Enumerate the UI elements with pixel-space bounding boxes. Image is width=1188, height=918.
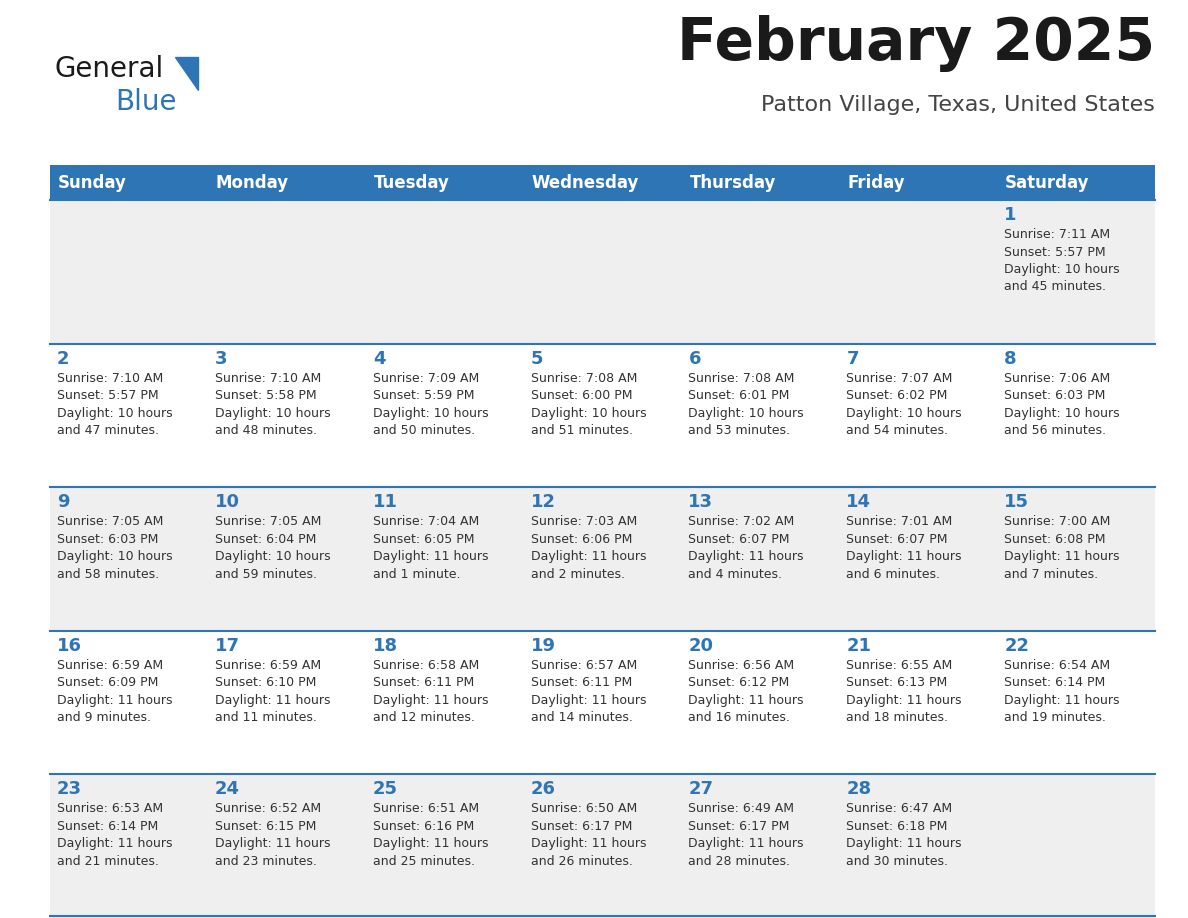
Text: Sunrise: 7:08 AM
Sunset: 6:00 PM
Daylight: 10 hours
and 51 minutes.: Sunrise: 7:08 AM Sunset: 6:00 PM Dayligh… (531, 372, 646, 437)
Text: 19: 19 (531, 637, 556, 655)
Text: 2: 2 (57, 350, 70, 367)
Text: February 2025: February 2025 (677, 15, 1155, 72)
Text: 8: 8 (1004, 350, 1017, 367)
Text: 1: 1 (1004, 206, 1017, 224)
Text: Sunrise: 6:52 AM
Sunset: 6:15 PM
Daylight: 11 hours
and 23 minutes.: Sunrise: 6:52 AM Sunset: 6:15 PM Dayligh… (215, 802, 330, 868)
Text: Saturday: Saturday (1005, 174, 1089, 192)
Text: 11: 11 (373, 493, 398, 511)
Text: Sunrise: 7:03 AM
Sunset: 6:06 PM
Daylight: 11 hours
and 2 minutes.: Sunrise: 7:03 AM Sunset: 6:06 PM Dayligh… (531, 515, 646, 581)
Text: 17: 17 (215, 637, 240, 655)
Bar (524, 165, 682, 200)
Text: Sunrise: 7:08 AM
Sunset: 6:01 PM
Daylight: 10 hours
and 53 minutes.: Sunrise: 7:08 AM Sunset: 6:01 PM Dayligh… (688, 372, 804, 437)
Text: Sunrise: 7:04 AM
Sunset: 6:05 PM
Daylight: 11 hours
and 1 minute.: Sunrise: 7:04 AM Sunset: 6:05 PM Dayligh… (373, 515, 488, 581)
Text: Sunrise: 7:07 AM
Sunset: 6:02 PM
Daylight: 10 hours
and 54 minutes.: Sunrise: 7:07 AM Sunset: 6:02 PM Dayligh… (846, 372, 962, 437)
Text: Wednesday: Wednesday (531, 174, 639, 192)
Bar (997, 165, 1155, 200)
Text: Monday: Monday (216, 174, 289, 192)
Text: 13: 13 (688, 493, 714, 511)
Text: Sunrise: 6:56 AM
Sunset: 6:12 PM
Daylight: 11 hours
and 16 minutes.: Sunrise: 6:56 AM Sunset: 6:12 PM Dayligh… (688, 659, 804, 724)
Text: Sunrise: 6:59 AM
Sunset: 6:10 PM
Daylight: 11 hours
and 11 minutes.: Sunrise: 6:59 AM Sunset: 6:10 PM Dayligh… (215, 659, 330, 724)
Text: 6: 6 (688, 350, 701, 367)
Text: 10: 10 (215, 493, 240, 511)
Text: 5: 5 (531, 350, 543, 367)
Text: 25: 25 (373, 780, 398, 799)
Text: 9: 9 (57, 493, 70, 511)
Text: Sunrise: 6:50 AM
Sunset: 6:17 PM
Daylight: 11 hours
and 26 minutes.: Sunrise: 6:50 AM Sunset: 6:17 PM Dayligh… (531, 802, 646, 868)
Text: 22: 22 (1004, 637, 1029, 655)
Bar (50, 487, 1155, 631)
Text: Blue: Blue (115, 88, 177, 116)
Bar (366, 165, 524, 200)
Text: 16: 16 (57, 637, 82, 655)
Text: 28: 28 (846, 780, 872, 799)
Bar (682, 165, 839, 200)
Text: Sunrise: 6:59 AM
Sunset: 6:09 PM
Daylight: 11 hours
and 9 minutes.: Sunrise: 6:59 AM Sunset: 6:09 PM Dayligh… (57, 659, 172, 724)
Text: Sunrise: 7:02 AM
Sunset: 6:07 PM
Daylight: 11 hours
and 4 minutes.: Sunrise: 7:02 AM Sunset: 6:07 PM Dayligh… (688, 515, 804, 581)
Text: 14: 14 (846, 493, 871, 511)
Text: 24: 24 (215, 780, 240, 799)
Text: Patton Village, Texas, United States: Patton Village, Texas, United States (762, 95, 1155, 115)
Text: Sunrise: 6:57 AM
Sunset: 6:11 PM
Daylight: 11 hours
and 14 minutes.: Sunrise: 6:57 AM Sunset: 6:11 PM Dayligh… (531, 659, 646, 724)
Bar (50, 775, 1155, 918)
Bar (50, 165, 208, 200)
Bar (50, 200, 1155, 343)
Polygon shape (175, 57, 198, 90)
Text: 4: 4 (373, 350, 385, 367)
Text: Sunrise: 6:47 AM
Sunset: 6:18 PM
Daylight: 11 hours
and 30 minutes.: Sunrise: 6:47 AM Sunset: 6:18 PM Dayligh… (846, 802, 962, 868)
Text: 27: 27 (688, 780, 714, 799)
Text: 26: 26 (531, 780, 556, 799)
Text: Sunrise: 7:01 AM
Sunset: 6:07 PM
Daylight: 11 hours
and 6 minutes.: Sunrise: 7:01 AM Sunset: 6:07 PM Dayligh… (846, 515, 962, 581)
Text: Sunrise: 7:09 AM
Sunset: 5:59 PM
Daylight: 10 hours
and 50 minutes.: Sunrise: 7:09 AM Sunset: 5:59 PM Dayligh… (373, 372, 488, 437)
Text: Sunrise: 6:58 AM
Sunset: 6:11 PM
Daylight: 11 hours
and 12 minutes.: Sunrise: 6:58 AM Sunset: 6:11 PM Dayligh… (373, 659, 488, 724)
Text: Friday: Friday (847, 174, 905, 192)
Bar (839, 165, 997, 200)
Text: Sunrise: 7:11 AM
Sunset: 5:57 PM
Daylight: 10 hours
and 45 minutes.: Sunrise: 7:11 AM Sunset: 5:57 PM Dayligh… (1004, 228, 1120, 294)
Text: 20: 20 (688, 637, 714, 655)
Bar (208, 165, 366, 200)
Text: Thursday: Thursday (689, 174, 776, 192)
Text: Sunrise: 7:06 AM
Sunset: 6:03 PM
Daylight: 10 hours
and 56 minutes.: Sunrise: 7:06 AM Sunset: 6:03 PM Dayligh… (1004, 372, 1120, 437)
Text: 12: 12 (531, 493, 556, 511)
Text: General: General (55, 55, 164, 83)
Text: Sunday: Sunday (58, 174, 127, 192)
Text: 15: 15 (1004, 493, 1029, 511)
Text: Sunrise: 6:53 AM
Sunset: 6:14 PM
Daylight: 11 hours
and 21 minutes.: Sunrise: 6:53 AM Sunset: 6:14 PM Dayligh… (57, 802, 172, 868)
Text: Sunrise: 6:55 AM
Sunset: 6:13 PM
Daylight: 11 hours
and 18 minutes.: Sunrise: 6:55 AM Sunset: 6:13 PM Dayligh… (846, 659, 962, 724)
Text: 7: 7 (846, 350, 859, 367)
Text: Sunrise: 7:10 AM
Sunset: 5:57 PM
Daylight: 10 hours
and 47 minutes.: Sunrise: 7:10 AM Sunset: 5:57 PM Dayligh… (57, 372, 172, 437)
Text: 23: 23 (57, 780, 82, 799)
Text: Sunrise: 7:10 AM
Sunset: 5:58 PM
Daylight: 10 hours
and 48 minutes.: Sunrise: 7:10 AM Sunset: 5:58 PM Dayligh… (215, 372, 330, 437)
Bar (50, 631, 1155, 775)
Text: 21: 21 (846, 637, 871, 655)
Text: Sunrise: 7:00 AM
Sunset: 6:08 PM
Daylight: 11 hours
and 7 minutes.: Sunrise: 7:00 AM Sunset: 6:08 PM Dayligh… (1004, 515, 1119, 581)
Text: Tuesday: Tuesday (374, 174, 449, 192)
Text: Sunrise: 6:49 AM
Sunset: 6:17 PM
Daylight: 11 hours
and 28 minutes.: Sunrise: 6:49 AM Sunset: 6:17 PM Dayligh… (688, 802, 804, 868)
Text: 3: 3 (215, 350, 227, 367)
Text: Sunrise: 6:54 AM
Sunset: 6:14 PM
Daylight: 11 hours
and 19 minutes.: Sunrise: 6:54 AM Sunset: 6:14 PM Dayligh… (1004, 659, 1119, 724)
Bar (50, 343, 1155, 487)
Text: Sunrise: 7:05 AM
Sunset: 6:03 PM
Daylight: 10 hours
and 58 minutes.: Sunrise: 7:05 AM Sunset: 6:03 PM Dayligh… (57, 515, 172, 581)
Text: 18: 18 (373, 637, 398, 655)
Text: Sunrise: 7:05 AM
Sunset: 6:04 PM
Daylight: 10 hours
and 59 minutes.: Sunrise: 7:05 AM Sunset: 6:04 PM Dayligh… (215, 515, 330, 581)
Text: Sunrise: 6:51 AM
Sunset: 6:16 PM
Daylight: 11 hours
and 25 minutes.: Sunrise: 6:51 AM Sunset: 6:16 PM Dayligh… (373, 802, 488, 868)
